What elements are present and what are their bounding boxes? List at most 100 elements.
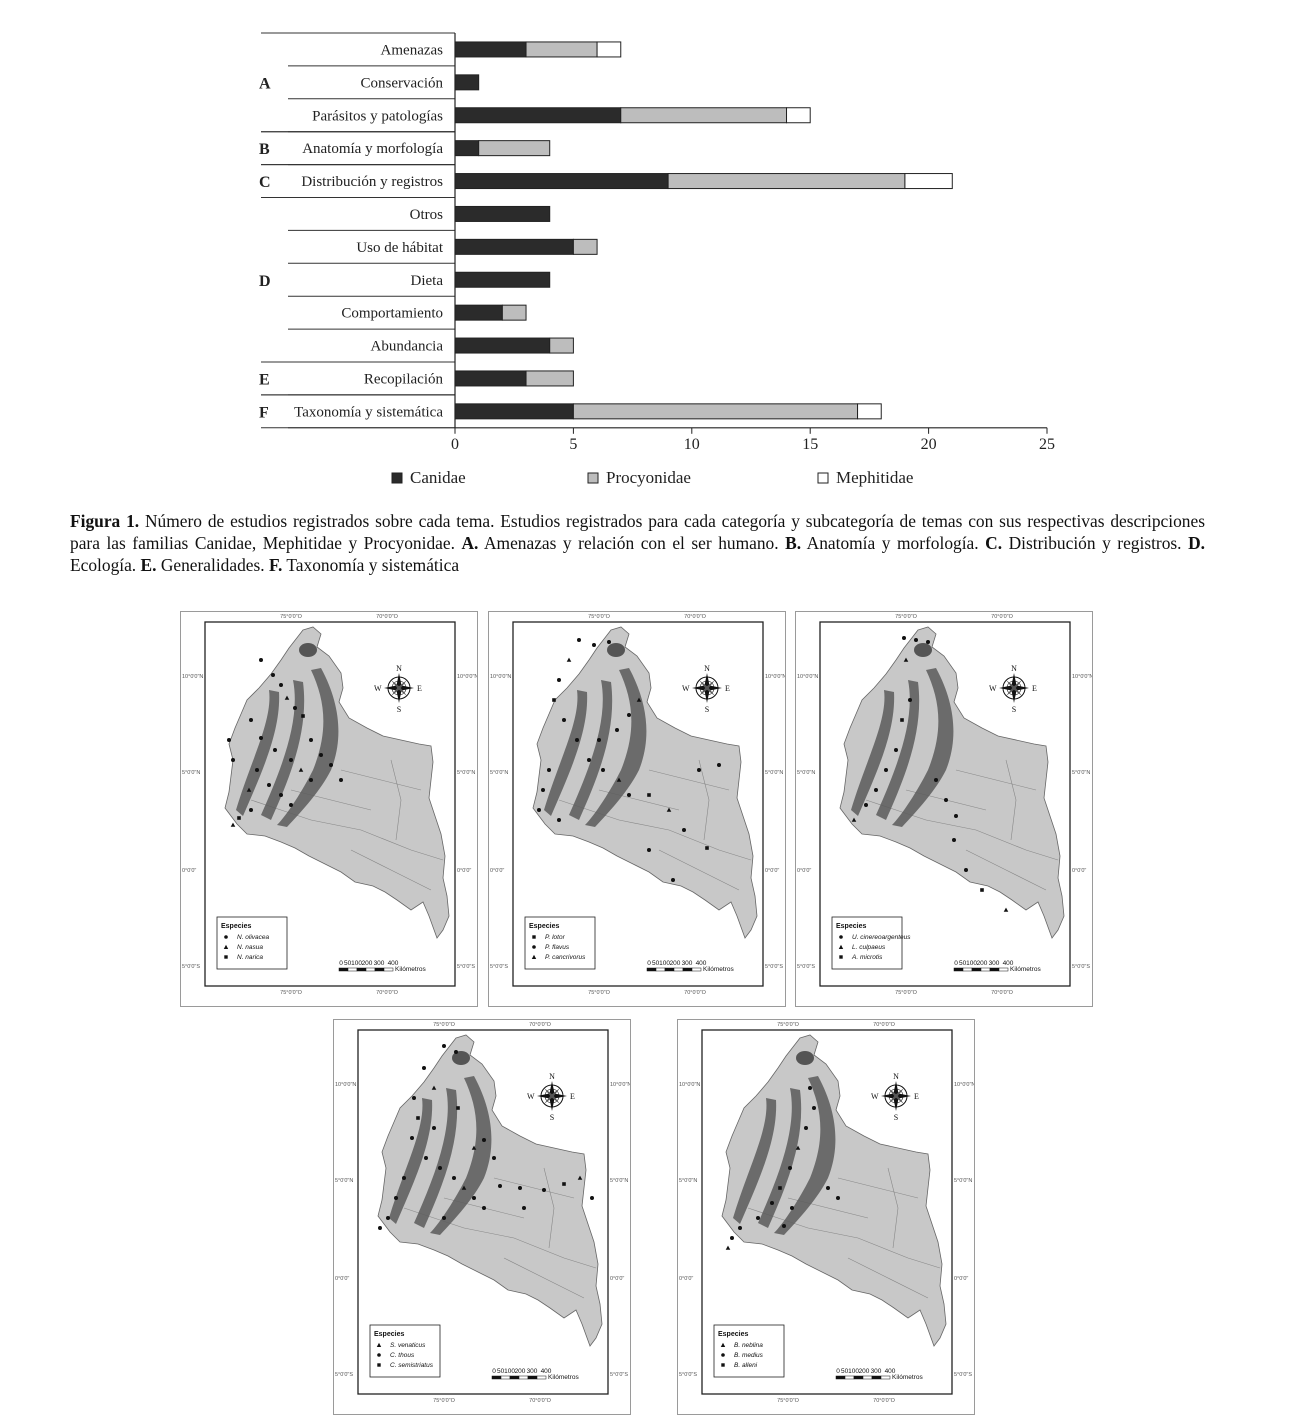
x-tick-label: 15 — [802, 436, 818, 453]
scale-tick-label: 0 — [647, 960, 651, 967]
latitude-label: 0°0'0" — [457, 868, 471, 874]
group-label-D: D — [259, 273, 271, 290]
internal-boundary — [925, 819, 1059, 861]
latitude-label: 10°0'0"N — [457, 674, 477, 680]
scale-tick-label: 0 — [954, 960, 958, 967]
mountain-range — [452, 1051, 470, 1065]
occurrence-point — [386, 1216, 390, 1220]
mountain-range — [758, 1088, 802, 1228]
category-label: Recopilación — [364, 371, 444, 387]
longitude-label: 70°0'0"O — [684, 614, 706, 620]
occurrence-point — [547, 768, 551, 772]
caption-key: D. — [1188, 533, 1205, 553]
scale-tick-label: 0 — [339, 960, 343, 967]
latitude-label: 10°0'0"N — [335, 1082, 356, 1088]
occurrence-point — [410, 1136, 414, 1140]
scale-bar-segment — [853, 1375, 864, 1380]
occurrence-point — [237, 816, 241, 820]
occurrence-point — [636, 697, 642, 702]
compass-west: W — [527, 1092, 535, 1101]
mountain-range — [389, 1098, 433, 1224]
mountain-range — [299, 643, 317, 657]
latitude-label: 5°0'0"S — [765, 964, 783, 970]
map-legend-species: A. microtis — [851, 954, 883, 961]
map-legend-species: P. lotor — [545, 934, 566, 941]
scale-bar-segment — [536, 1375, 547, 1380]
internal-boundary — [340, 769, 422, 791]
latitude-label: 5°0'0"S — [954, 1372, 972, 1378]
occurrence-point — [378, 1226, 382, 1230]
category-label: Comportamiento — [341, 306, 443, 322]
occurrence-point — [557, 678, 561, 682]
map-graphic: 75°0'0"O 75°0'0"O 70°0'0"O 70°0'0"O 10°0'0"N… — [335, 1022, 630, 1404]
map-legend-species: N. olivacea — [237, 934, 270, 941]
scale-tick-label: 400 — [541, 1368, 552, 1375]
compass-south: S — [550, 1113, 554, 1122]
internal-boundary — [648, 769, 730, 791]
scale-bar-segment — [500, 1375, 511, 1380]
latitude-label: 0°0'0" — [765, 868, 779, 874]
map-legend-title: Especies — [836, 923, 866, 930]
bar-procyonidae-6 — [572, 238, 598, 255]
occurrence-point — [227, 738, 231, 742]
latitude-label: 5°0'0"N — [457, 770, 475, 776]
latitude-label: 5°0'0"S — [610, 1372, 628, 1378]
occurrence-point — [908, 698, 912, 702]
map-graphic: 75°0'0"O 75°0'0"O 70°0'0"O 70°0'0"O 10°0'0"N… — [679, 1022, 974, 1404]
category-label: Otros — [410, 207, 443, 223]
occurrence-point — [279, 683, 283, 687]
occurrence-point — [902, 636, 906, 640]
occurrence-point — [836, 1196, 840, 1200]
occurrence-point — [647, 848, 651, 852]
occurrence-point — [416, 1116, 420, 1120]
legend-marker — [720, 1342, 726, 1347]
occurrence-point — [826, 1186, 830, 1190]
x-tick-label: 0 — [451, 436, 459, 453]
latitude-label: 5°0'0"N — [490, 770, 508, 776]
latitude-label: 0°0'0" — [182, 868, 196, 874]
bar-mephitidae-2 — [786, 107, 811, 124]
occurrence-point — [738, 1226, 742, 1230]
longitude-label: 70°0'0"O — [873, 1022, 895, 1028]
compass-south: S — [397, 705, 401, 714]
map-legend — [831, 916, 903, 970]
country-map — [721, 1034, 947, 1347]
internal-boundary — [463, 1227, 597, 1269]
group-label-C: C — [259, 174, 271, 191]
mountain-range — [430, 1076, 492, 1235]
occurrence-point — [394, 1196, 398, 1200]
map-legend — [713, 1324, 785, 1378]
compass-rose-icon: N S E W — [989, 664, 1037, 714]
map-legend — [216, 916, 288, 970]
occurrence-point — [717, 763, 721, 767]
scale-tick-label: 0 — [492, 1368, 496, 1375]
occurrence-point — [472, 1196, 476, 1200]
occurrence-point — [914, 638, 918, 642]
internal-boundary — [1005, 759, 1017, 841]
map-legend-species: B. neblina — [734, 1342, 763, 1349]
occurrence-point — [934, 778, 938, 782]
occurrence-point — [944, 798, 948, 802]
scale-tick-label: 200 — [362, 960, 373, 967]
bar-mephitidae-4 — [904, 173, 953, 190]
occurrence-point — [412, 1096, 416, 1100]
occurrence-point — [230, 822, 236, 827]
bar-canidae-1 — [454, 74, 480, 91]
caption-key: A. — [461, 533, 479, 553]
scale-bar-segment — [871, 1375, 882, 1380]
category-label: Anatomía y morfología — [302, 141, 443, 157]
scale-unit: Kilómetros — [395, 966, 426, 973]
scale-bar-segment — [664, 967, 675, 972]
bar-procyonidae-11 — [572, 403, 859, 420]
occurrence-point — [537, 808, 541, 812]
latitude-label: 10°0'0"N — [679, 1082, 700, 1088]
mountain-range — [733, 1098, 777, 1224]
compass-east: E — [1032, 684, 1037, 693]
stacked-bar-chart: A BC D EF Amenazas Conservación Parásitos y pa… — [259, 32, 1055, 487]
longitude-label: 70°0'0"O — [529, 1398, 551, 1404]
occurrence-point — [566, 657, 572, 662]
scale-bar-segment — [844, 1375, 855, 1380]
scale-tick-label: 50100 — [344, 960, 362, 967]
category-label: Abundancia — [371, 339, 444, 355]
occurrence-point — [884, 768, 888, 772]
